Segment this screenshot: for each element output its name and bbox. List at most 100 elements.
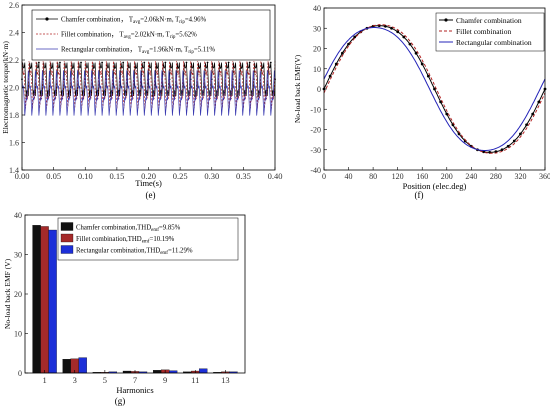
- data-point: [215, 95, 217, 97]
- panel-f: 0 40 80 120 160 200 240 280 320 360 -40 -30 -20 -10 0 1…: [293, 4, 550, 200]
- y-tick-label: -20: [310, 126, 321, 135]
- y-tick-label: 0: [317, 85, 321, 94]
- y-tick-label: 2.4: [9, 29, 19, 38]
- legend-swatch: [60, 233, 74, 243]
- y-tick-label: 0: [18, 369, 22, 378]
- y-tick-label: 2.2: [9, 56, 19, 65]
- data-point: [206, 61, 209, 64]
- legend-label: Chamfer combination， Tavg=2.06kN·m, Trip…: [61, 17, 207, 26]
- data-point: [37, 61, 40, 64]
- data-point: [482, 150, 486, 154]
- data-point: [80, 61, 82, 64]
- data-point: [383, 24, 387, 28]
- y-tick-label: 40: [14, 211, 22, 220]
- x-tick-label: 0: [322, 172, 326, 181]
- data-point: [519, 132, 522, 136]
- series-line-1: [21, 61, 276, 109]
- x-tick-label: 0.15: [109, 171, 124, 181]
- series-line-2: [323, 27, 546, 151]
- panel-label: (f): [415, 190, 424, 200]
- y-tick-label: -40: [310, 166, 321, 175]
- y-tick-label: -30: [310, 146, 321, 155]
- data-point: [402, 35, 406, 39]
- data-point: [433, 87, 436, 91]
- legend-label: Rectangular combination: [456, 38, 532, 47]
- x-tick-label: 160: [416, 172, 428, 181]
- legend-marker: [45, 17, 49, 21]
- data-point: [512, 139, 516, 143]
- legend-label: Chamfer combination: [456, 16, 522, 25]
- y-tick-label: 10: [313, 65, 321, 74]
- bar: [199, 368, 208, 374]
- data-point: [29, 67, 32, 69]
- legend-label: Fillet combination: [456, 27, 511, 36]
- data-point: [248, 61, 251, 64]
- x-tick-label: 13: [221, 375, 230, 385]
- x-tick-label: 0.25: [173, 171, 188, 181]
- x-tick-label: 1: [42, 375, 46, 385]
- x-tick-label: 0.30: [204, 171, 219, 181]
- data-point: [525, 123, 528, 127]
- legend: Chamfer combination， Tavg=2.06kN·m, Trip…: [31, 9, 271, 61]
- legend-label: Rectangular combination,THDemf=11.29%: [76, 248, 193, 257]
- series-line-1: [323, 24, 546, 154]
- data-point: [185, 61, 188, 64]
- y-tick-label: 20: [313, 45, 321, 54]
- x-tick-label: 5: [103, 375, 107, 385]
- bar: [32, 225, 41, 374]
- bar: [152, 370, 162, 374]
- data-point: [134, 67, 137, 69]
- bar: [48, 229, 57, 374]
- x-tick-label: 0.40: [268, 171, 283, 181]
- x-tick-label: 200: [441, 172, 453, 181]
- x-tick-label: 320: [514, 172, 526, 181]
- x-tick-label: 360: [539, 172, 550, 181]
- x-tick-label: 0.35: [236, 171, 251, 181]
- data-point: [50, 67, 53, 69]
- y-tick-label: 1.6: [9, 139, 19, 148]
- series-line-2: [21, 70, 276, 116]
- data-point: [420, 62, 424, 66]
- y-tick-label: 2.6: [9, 1, 19, 10]
- legend-box: [57, 217, 239, 261]
- data-point: [240, 67, 243, 69]
- panel-e: 0.00 0.05 0.10 0.15 0.20 0.25 0.30 0.35 0.40 1.4 1…: [1, 1, 282, 200]
- x-axis-label: Position (elec.deg): [403, 181, 467, 191]
- data-point: [261, 67, 264, 69]
- panel-label: (g): [115, 396, 126, 406]
- y-tick-label: -10: [310, 105, 321, 114]
- y-tick-label: 1.8: [9, 111, 19, 120]
- x-tick-label: 3: [73, 375, 77, 385]
- data-point: [537, 100, 541, 104]
- y-axis-label: No-load back EMF(V): [293, 54, 302, 123]
- data-point: [390, 26, 393, 30]
- x-tick-label: 9: [163, 375, 167, 385]
- data-point: [506, 144, 510, 148]
- x-axis-label: Time(s): [135, 178, 162, 188]
- data-point: [341, 51, 344, 55]
- legend-label: Fillet combination， Tavg=2.02kN·m, Trip=…: [61, 32, 197, 41]
- x-tick-label: 0.10: [78, 171, 93, 181]
- y-tick-label: 2.0: [9, 84, 19, 93]
- data-point: [25, 95, 28, 97]
- data-point: [164, 61, 167, 64]
- panel-label: (e): [146, 190, 156, 200]
- data-point: [59, 61, 61, 64]
- data-point: [113, 67, 116, 69]
- data-point: [71, 67, 74, 69]
- data-point: [156, 67, 158, 69]
- y-tick-label: 20: [14, 290, 22, 299]
- data-point: [531, 112, 535, 116]
- data-point: [101, 61, 104, 64]
- x-tick-label: 40: [345, 172, 353, 181]
- data-point: [426, 74, 430, 78]
- y-tick-label: 10: [14, 330, 22, 339]
- y-axis-label: No-load back EMF (V): [3, 258, 12, 329]
- legend-box: [31, 9, 271, 61]
- data-point: [143, 61, 146, 64]
- y-tick-label: 30: [313, 24, 321, 33]
- legend-marker: [444, 18, 448, 22]
- data-point: [408, 42, 412, 46]
